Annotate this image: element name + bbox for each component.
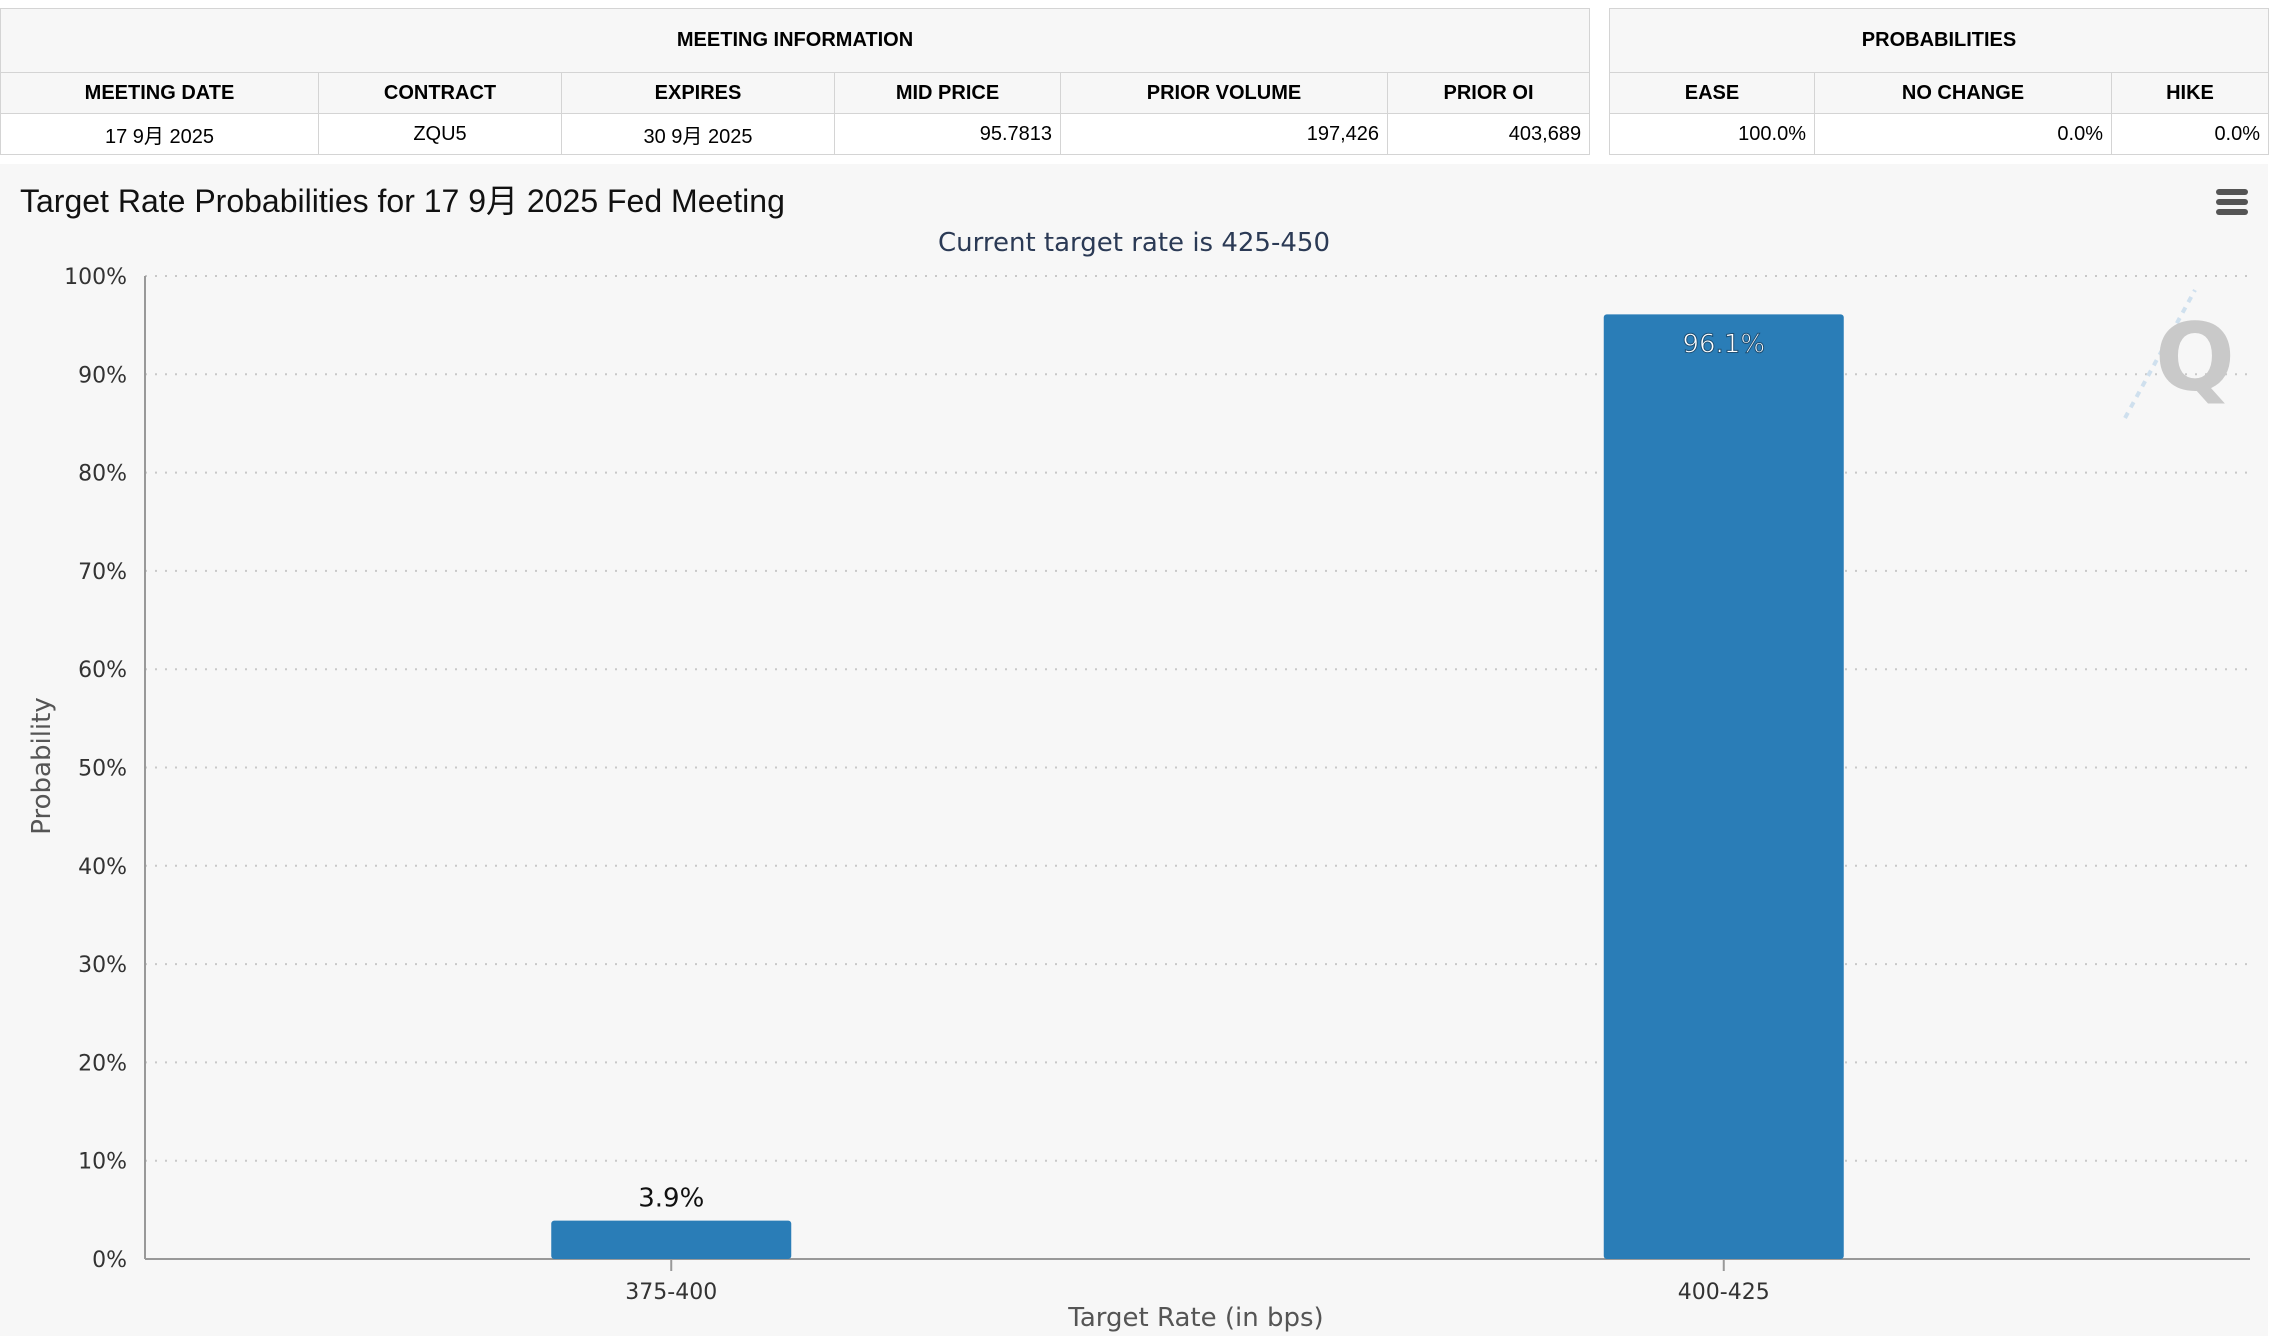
- probabilities-header: PROBABILITIES: [1608, 8, 2270, 73]
- meeting-information-header: MEETING INFORMATION: [0, 8, 1591, 73]
- y-tick-label: 50%: [78, 757, 127, 782]
- y-tick-label: 70%: [78, 560, 127, 585]
- hamburger-icon: [2216, 189, 2248, 195]
- chart-panel: 0% 10% 20% 30% 40% 50% 60% 70% 80% 90% 100% 375-400…: [0, 164, 2268, 1336]
- col-expires: EXPIRES: [561, 72, 835, 114]
- y-tick-label: 100%: [64, 265, 127, 290]
- meeting-date-value: 17 9月 2025: [0, 113, 319, 155]
- y-tick-label: 0%: [92, 1248, 127, 1273]
- ease-value: 100.0%: [1609, 113, 1815, 155]
- col-meeting-date: MEETING DATE: [0, 72, 319, 114]
- x-tick-label: 375-400: [625, 1280, 717, 1305]
- y-tick-label: 60%: [78, 658, 127, 683]
- table-row: 17 9月 2025 ZQU5 30 9月 2025 95.7813 197,4…: [0, 113, 1591, 155]
- bar: [551, 1220, 792, 1259]
- y-tick-label: 40%: [78, 855, 127, 880]
- data-label: 96.1%: [1682, 329, 1765, 359]
- y-tick-label: 20%: [78, 1051, 127, 1076]
- col-prior-volume: PRIOR VOLUME: [1060, 72, 1388, 114]
- prior-volume-value: 197,426: [1060, 113, 1388, 155]
- col-prior-oi: PRIOR OI: [1386, 72, 1591, 114]
- no-change-value: 0.0%: [1814, 113, 2112, 155]
- svg-text:Q: Q: [2155, 304, 2235, 413]
- meeting-information-table: MEETING INFORMATION MEETING DATE CONTRAC…: [0, 8, 1591, 155]
- hike-value: 0.0%: [2110, 113, 2270, 155]
- probabilities-table: PROBABILITIES EASE NO CHANGE HIKE 100.0%…: [1608, 8, 2270, 155]
- y-tick-label: 90%: [78, 363, 127, 388]
- y-axis-title: Probability: [27, 697, 57, 834]
- col-hike: HIKE: [2110, 72, 2270, 114]
- probability-bar-chart: 0% 10% 20% 30% 40% 50% 60% 70% 80% 90% 100% 375-400…: [27, 265, 2250, 1333]
- hamburger-icon-bar: [2216, 209, 2248, 215]
- prior-oi-value: 403,689: [1386, 113, 1591, 155]
- col-contract: CONTRACT: [318, 72, 562, 114]
- x-tick-label: 400-425: [1678, 1280, 1770, 1305]
- grid-lines: [145, 275, 2250, 1162]
- chart-subtitle: Current target rate is 425-450: [938, 228, 1330, 258]
- chart-menu-button[interactable]: [2212, 186, 2252, 222]
- mid-price-value: 95.7813: [834, 113, 1061, 155]
- y-tick-label: 10%: [78, 1150, 127, 1175]
- bar: [1603, 314, 1844, 1259]
- table-row: 100.0% 0.0% 0.0%: [1609, 113, 2270, 155]
- data-label: 3.9%: [638, 1184, 704, 1214]
- col-ease: EASE: [1609, 72, 1815, 114]
- chart-title: Target Rate Probabilities for 17 9月 2025…: [20, 183, 785, 219]
- y-tick-label: 80%: [78, 462, 127, 487]
- y-tick-label: 30%: [78, 953, 127, 978]
- bars: [551, 314, 1844, 1259]
- axes: 0% 10% 20% 30% 40% 50% 60% 70% 80% 90% 100% 375-400…: [64, 265, 2250, 1305]
- x-axis-title: Target Rate (in bps): [1067, 1303, 1323, 1333]
- hamburger-icon-bar: [2216, 199, 2248, 205]
- data-labels: 3.9% 96.1%: [638, 329, 1765, 1214]
- expires-value: 30 9月 2025: [561, 113, 835, 155]
- col-mid-price: MID PRICE: [834, 72, 1061, 114]
- contract-value: ZQU5: [318, 113, 562, 155]
- col-no-change: NO CHANGE: [1814, 72, 2112, 114]
- brand-watermark-icon: Q: [2123, 289, 2235, 419]
